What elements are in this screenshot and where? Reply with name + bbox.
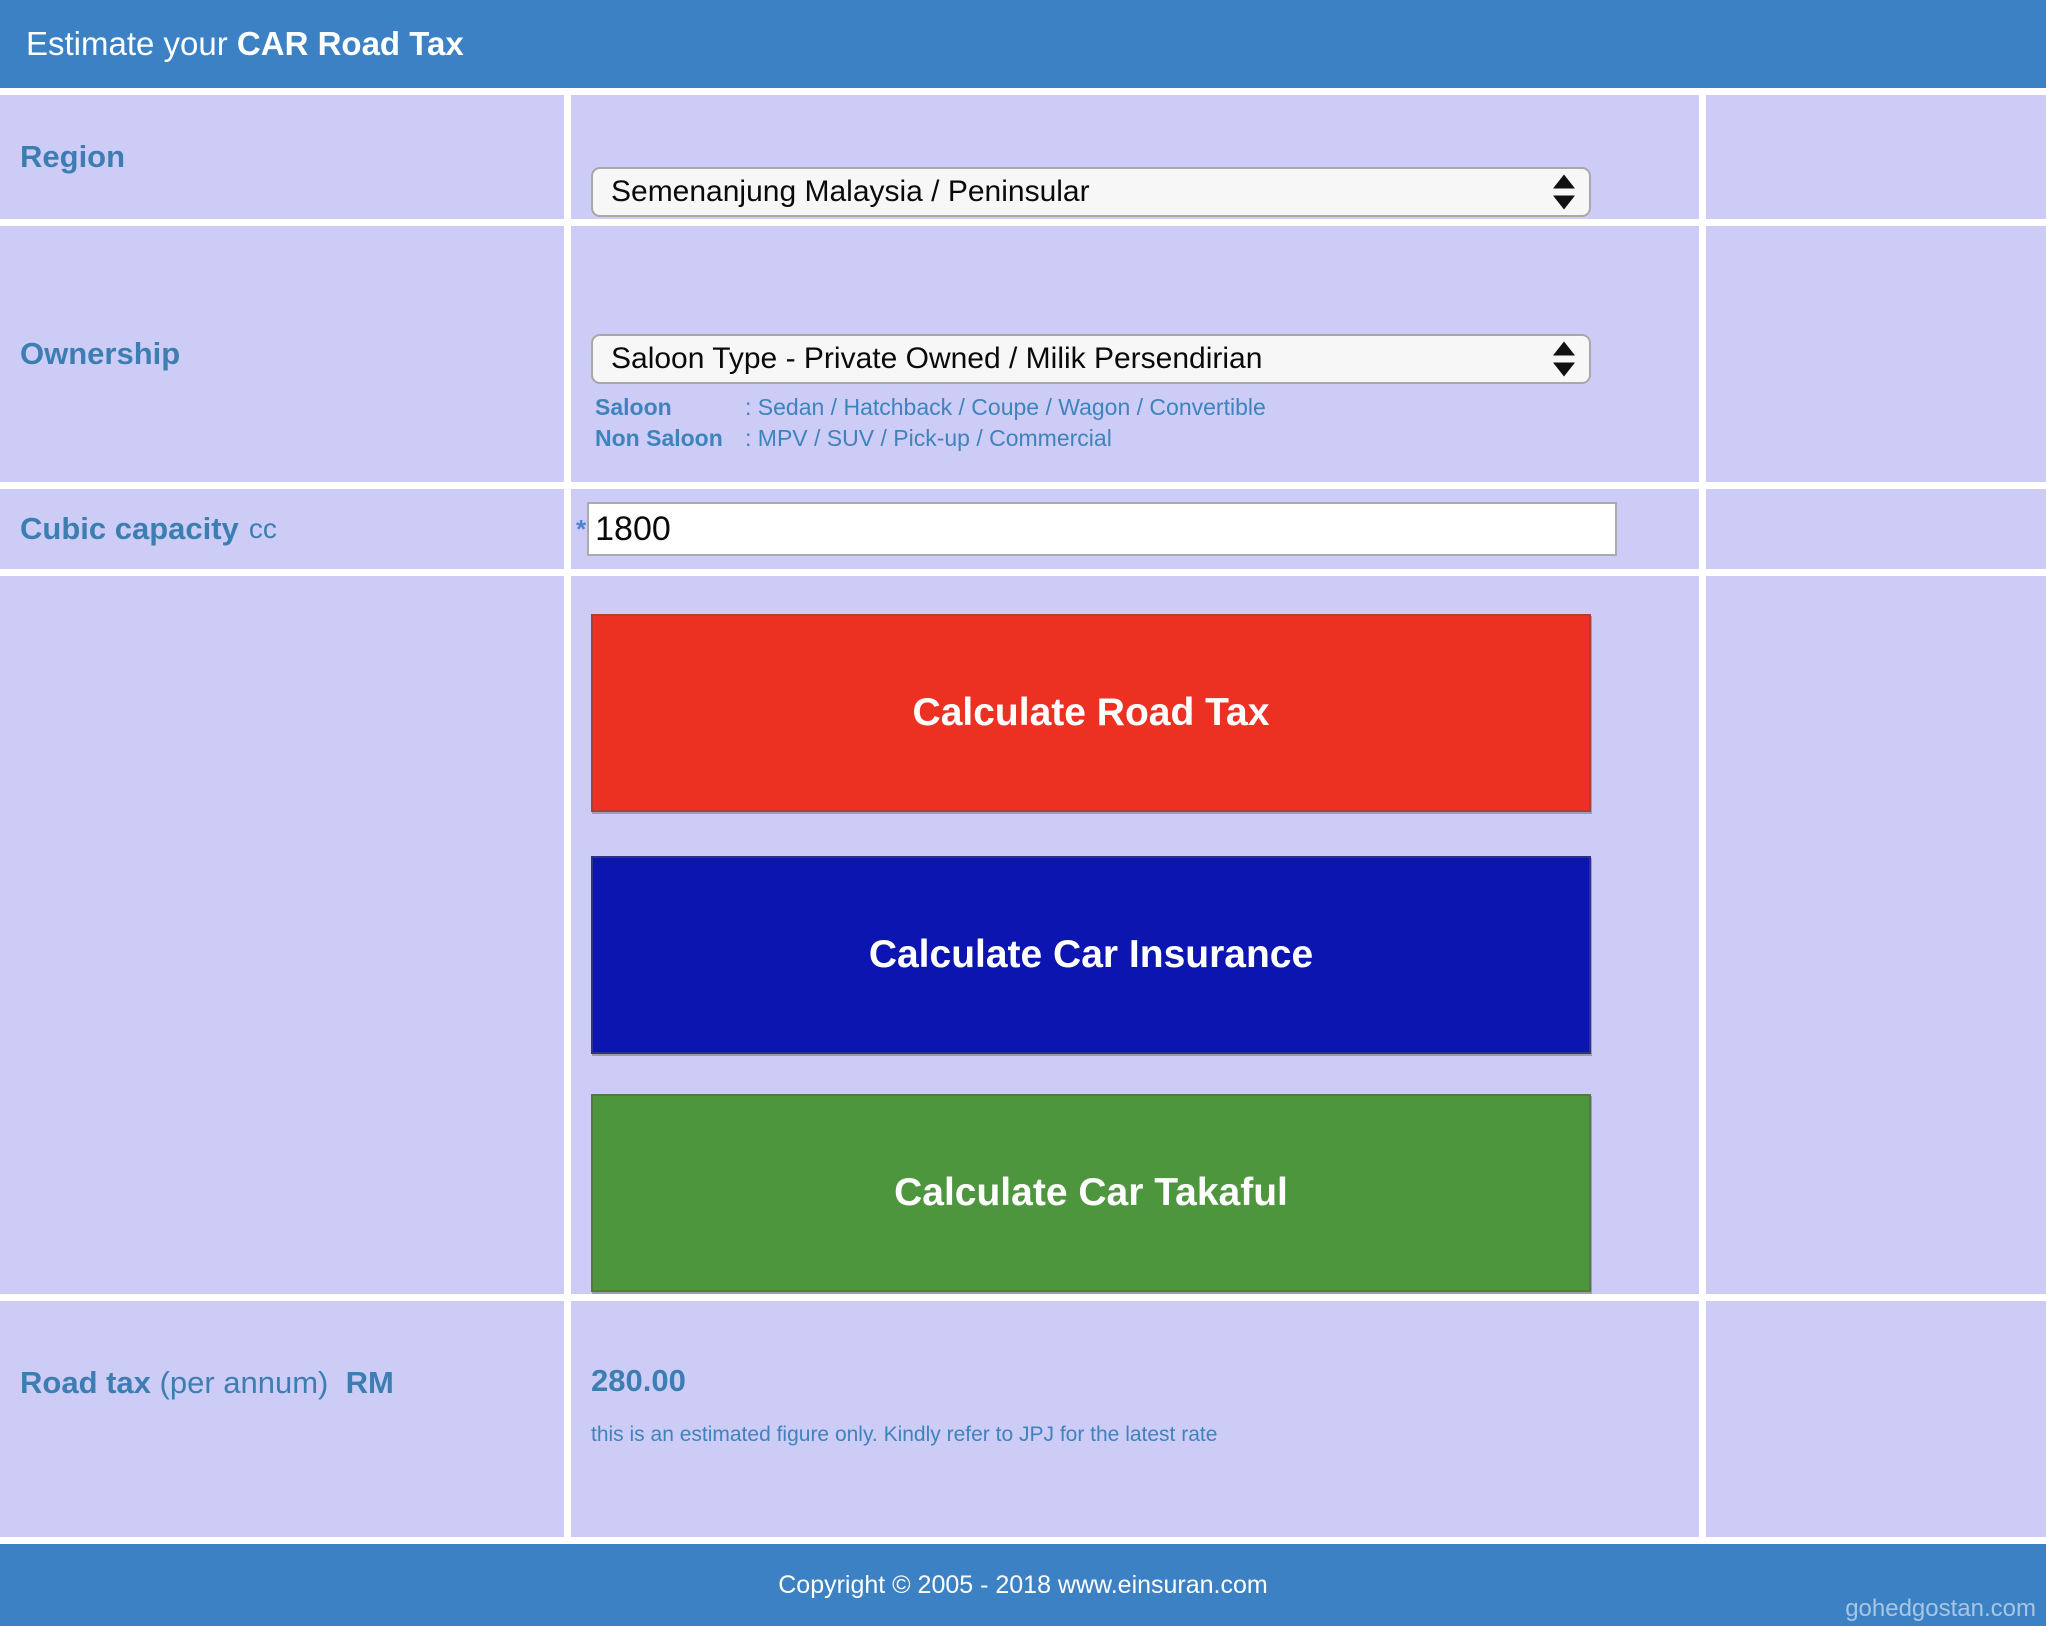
cubic-capacity-spacer-cell: [1706, 489, 2046, 569]
ownership-spacer-cell: [1706, 226, 2046, 482]
ownership-field-cell: Saloon Type - Private Owned / Milik Pers…: [571, 226, 1699, 482]
form-table: Region Semenanjung Malaysia / Peninsular…: [0, 95, 2046, 1537]
ownership-label: Ownership: [20, 336, 181, 371]
calculate-car-takaful-button[interactable]: Calculate Car Takaful: [591, 1094, 1591, 1292]
road-tax-currency-label: RM: [345, 1365, 394, 1400]
page-header: Estimate your CAR Road Tax: [0, 0, 2046, 88]
road-tax-result-label: Road tax: [20, 1365, 151, 1400]
cubic-capacity-label: Cubic capacity: [20, 511, 239, 546]
select-stepper-icon: [1553, 341, 1575, 377]
calculate-road-tax-button[interactable]: Calculate Road Tax: [591, 614, 1591, 812]
page-footer: Copyright © 2005 - 2018 www.einsuran.com…: [0, 1544, 2046, 1626]
road-tax-result-label-suffix: (per annum): [150, 1365, 329, 1400]
ownership-select[interactable]: Saloon Type - Private Owned / Milik Pers…: [591, 334, 1591, 384]
road-tax-result-value-cell: 280.00 this is an estimated figure only.…: [571, 1301, 1699, 1537]
page-title: Estimate your CAR Road Tax: [26, 25, 464, 63]
ownership-label-cell: Ownership: [0, 226, 564, 482]
region-spacer-cell: [1706, 95, 2046, 219]
page-title-bold: CAR Road Tax: [236, 25, 464, 62]
hint-saloon: Saloon : Sedan / Hatchback / Coupe / Wago…: [595, 392, 1699, 423]
hint-non-saloon-term: Non Saloon: [595, 425, 723, 451]
copyright-text: Copyright © 2005 - 2018 www.einsuran.com: [778, 1571, 1268, 1599]
buttons-cell: Calculate Road Tax Calculate Car Insuran…: [571, 576, 1699, 1294]
hint-saloon-term: Saloon: [595, 394, 672, 420]
cubic-capacity-label-cell: Cubic capacity cc: [0, 489, 564, 569]
cubic-capacity-unit: cc: [248, 513, 277, 544]
road-tax-result-label-cell: Road tax (per annum) RM: [0, 1301, 564, 1537]
road-tax-disclaimer: this is an estimated figure only. Kindly…: [591, 1423, 1218, 1446]
hint-non-saloon-desc: : MPV / SUV / Pick-up / Commercial: [745, 425, 1112, 451]
cubic-capacity-field-cell: *: [571, 489, 1699, 569]
calculate-car-insurance-button[interactable]: Calculate Car Insurance: [591, 856, 1591, 1054]
required-asterisk: *: [576, 513, 587, 544]
buttons-spacer-cell: [1706, 576, 2046, 1294]
region-field-cell: Semenanjung Malaysia / Peninsular: [571, 95, 1699, 219]
region-label-cell: Region: [0, 95, 564, 219]
region-select-value: Semenanjung Malaysia / Peninsular: [611, 175, 1090, 208]
hint-non-saloon: Non Saloon : MPV / SUV / Pick-up / Commer…: [595, 423, 1699, 454]
ownership-hints: Saloon : Sedan / Hatchback / Coupe / Wago…: [595, 392, 1699, 454]
result-spacer-cell: [1706, 1301, 2046, 1537]
region-label: Region: [20, 139, 126, 174]
hint-saloon-desc: : Sedan / Hatchback / Coupe / Wagon / Co…: [745, 394, 1266, 420]
buttons-label-cell: [0, 576, 564, 1294]
cubic-capacity-input[interactable]: [587, 502, 1618, 556]
region-select[interactable]: Semenanjung Malaysia / Peninsular: [591, 167, 1591, 217]
ownership-select-value: Saloon Type - Private Owned / Milik Pers…: [611, 342, 1263, 375]
watermark-text: gohedgostan.com: [1845, 1595, 2036, 1622]
road-tax-amount: 280.00: [591, 1363, 686, 1398]
select-stepper-icon: [1553, 174, 1575, 210]
page-title-prefix: Estimate your: [26, 25, 237, 62]
